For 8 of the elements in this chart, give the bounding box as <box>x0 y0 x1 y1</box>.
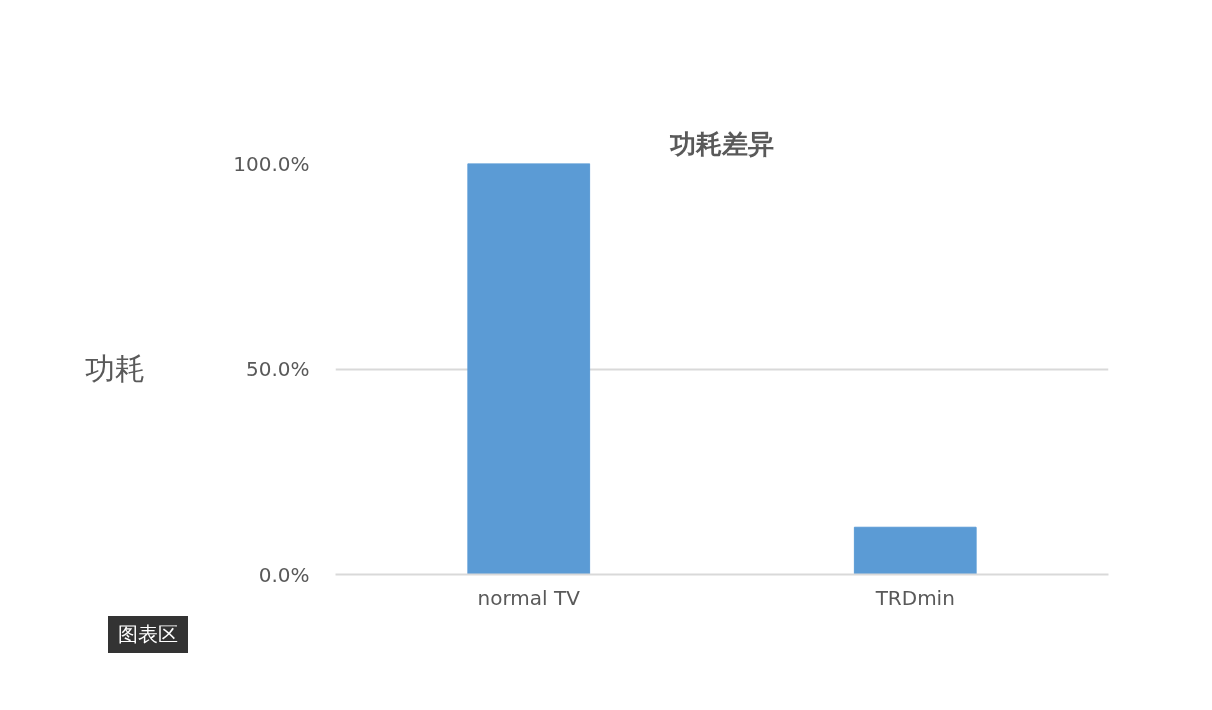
x-tick-label: TRDmin <box>874 585 955 610</box>
y-tick-label: 0.0% <box>258 562 310 587</box>
y-axis-title: 功耗 <box>85 350 145 388</box>
chart-title: 功耗差异 <box>669 128 774 159</box>
text: 图表区 <box>108 616 188 653</box>
y-tick-label: 50.0% <box>245 357 310 381</box>
x-tick-label: normal TV <box>477 585 581 610</box>
y-tick-label: 100.0% <box>233 151 310 176</box>
